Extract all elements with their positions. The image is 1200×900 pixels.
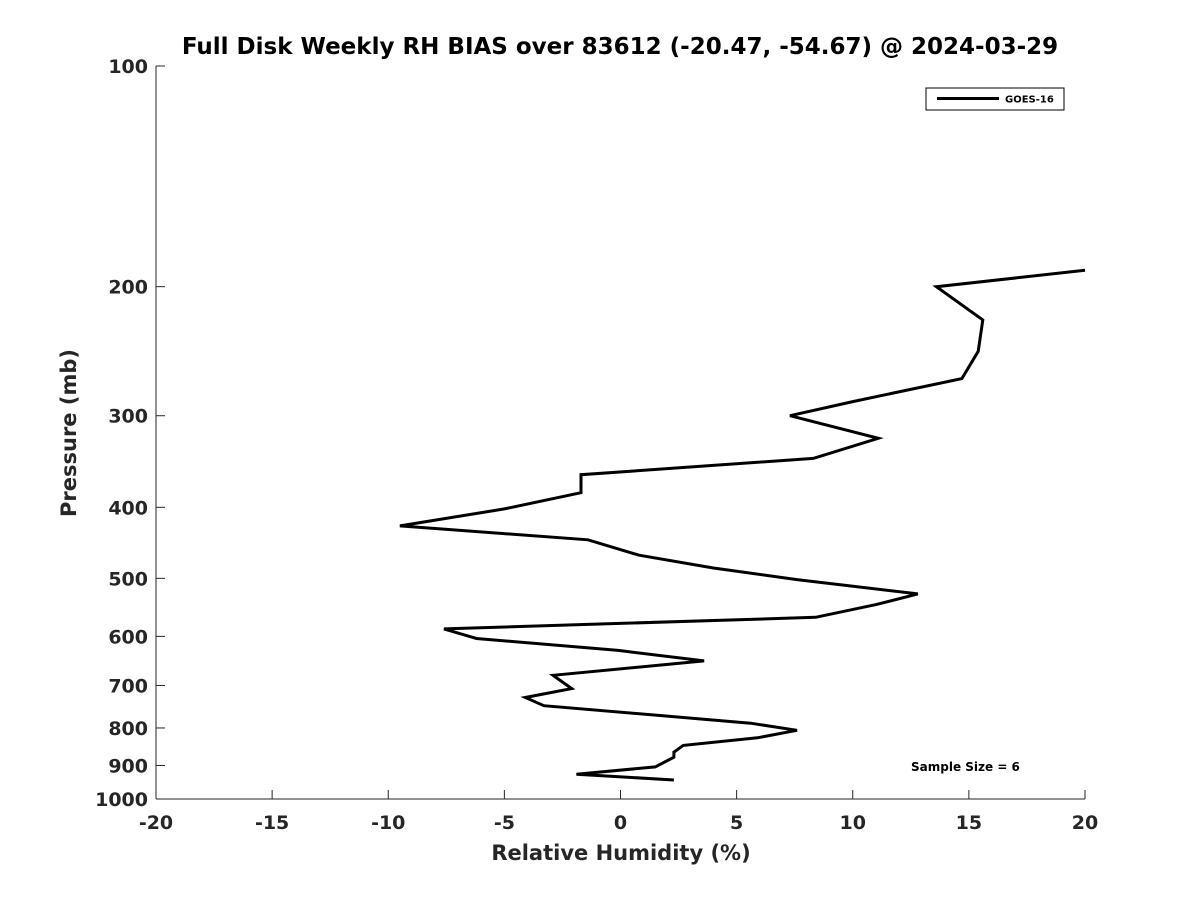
x-tick-label: 15 xyxy=(956,812,982,834)
y-tick-label: 200 xyxy=(108,277,148,299)
x-tick-label: -10 xyxy=(371,812,405,834)
y-tick-label: 1000 xyxy=(95,789,148,811)
plot-area xyxy=(156,66,1085,799)
y-axis: 100 200 300 400 500 600 700 800 900 1000 xyxy=(95,56,165,811)
x-tick-label: 5 xyxy=(730,812,743,834)
x-tick-label: 0 xyxy=(614,812,627,834)
x-tick-label: -20 xyxy=(139,812,173,834)
series-layer xyxy=(399,268,1086,782)
chart-title: Full Disk Weekly RH BIAS over 83612 (-20… xyxy=(182,34,1058,60)
x-tick-label: -15 xyxy=(255,812,289,834)
x-axis: -20 -15 -10 -5 0 5 10 15 20 xyxy=(139,790,1098,834)
y-tick-label: 400 xyxy=(108,497,148,519)
x-tick-label: 20 xyxy=(1072,812,1098,834)
legend-label-goes-16: GOES-16 xyxy=(1005,95,1054,106)
x-tick-label: -5 xyxy=(494,812,515,834)
legend: GOES-16 xyxy=(925,87,1065,111)
y-tick-label: 300 xyxy=(108,406,148,428)
y-tick-label: 100 xyxy=(108,56,148,78)
x-tick-label: 10 xyxy=(840,812,866,834)
y-tick-label: 900 xyxy=(108,755,148,777)
series-line-goes-16 xyxy=(399,268,1086,782)
y-tick-label: 500 xyxy=(108,568,148,590)
y-tick-label: 800 xyxy=(108,718,148,740)
x-axis-label: Relative Humidity (%) xyxy=(491,841,750,865)
y-tick-label: 700 xyxy=(108,675,148,697)
sample-size-annotation: Sample Size = 6 xyxy=(911,760,1020,774)
y-axis-label: Pressure (mb) xyxy=(57,349,81,517)
y-tick-label: 600 xyxy=(108,626,148,648)
